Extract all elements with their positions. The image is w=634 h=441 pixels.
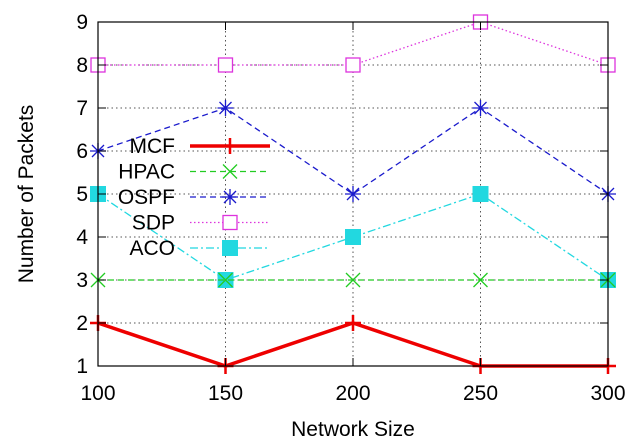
open-square-marker — [222, 214, 238, 231]
x-axis-label: Network Size — [291, 418, 415, 441]
legend-label: ACO — [129, 237, 175, 260]
x-tick-label: 100 — [80, 382, 115, 405]
x-marker — [345, 272, 361, 288]
x-tick-label: 300 — [590, 382, 625, 405]
y-tick-label: 7 — [76, 97, 88, 120]
x-marker — [222, 164, 238, 179]
star-marker — [345, 186, 361, 202]
series-line — [97, 107, 609, 195]
star-marker — [472, 100, 489, 116]
open-square-marker — [217, 57, 234, 73]
legend-entry-sdp: SDP — [132, 212, 270, 235]
star-marker — [217, 100, 234, 116]
y-tick-label: 3 — [76, 269, 88, 292]
x-tick-label: 200 — [335, 382, 370, 405]
y-tick-label: 6 — [76, 140, 88, 163]
legend-entry-aco: ACO — [129, 237, 270, 260]
y-tick-label: 4 — [76, 226, 88, 249]
x-marker — [218, 272, 233, 288]
filled-square-marker — [472, 186, 489, 202]
y-tick-label: 1 — [76, 355, 88, 378]
filled-square-marker — [222, 240, 238, 256]
legend-label: OSPF — [118, 186, 175, 209]
plus-marker — [345, 315, 361, 331]
plus-marker — [222, 138, 238, 154]
x-marker — [473, 272, 488, 288]
y-tick-label: 8 — [76, 54, 88, 77]
legend-entry-mcf: MCF — [130, 135, 270, 158]
series-hpac — [90, 272, 616, 288]
y-tick-label: 9 — [76, 11, 88, 34]
series-line — [98, 21, 609, 66]
legend-label: SDP — [132, 212, 175, 235]
open-square-marker — [345, 57, 361, 73]
x-tick-label: 250 — [463, 382, 498, 405]
legend-label: MCF — [130, 135, 176, 158]
star-marker — [222, 189, 238, 205]
legend-entry-hpac: HPAC — [118, 161, 270, 184]
axis-ticks: 1 2 3 4 5 6 7 8 9 100 150 200 250 300 — [76, 11, 625, 405]
y-tick-label: 5 — [76, 183, 88, 206]
y-axis-label: Number of Packets — [15, 105, 38, 284]
y-tick-label: 2 — [76, 312, 88, 335]
x-tick-label: 150 — [208, 382, 243, 405]
filled-square-marker — [345, 229, 361, 245]
legend-entry-ospf: OSPF — [118, 186, 270, 209]
legend-label: HPAC — [118, 161, 175, 184]
